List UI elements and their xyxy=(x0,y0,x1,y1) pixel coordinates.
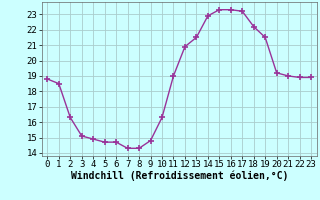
X-axis label: Windchill (Refroidissement éolien,°C): Windchill (Refroidissement éolien,°C) xyxy=(70,171,288,181)
